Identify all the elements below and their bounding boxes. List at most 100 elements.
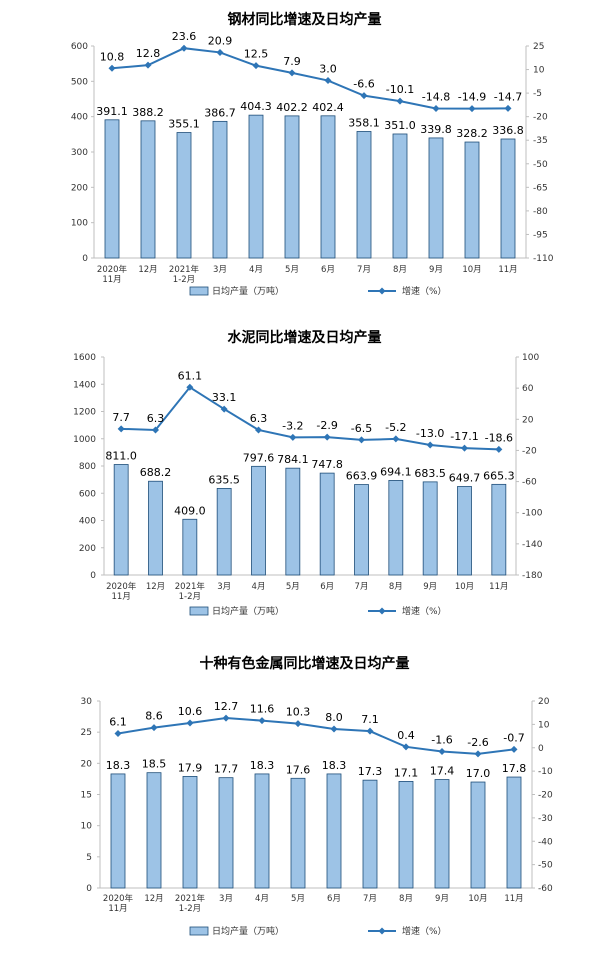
- left-tick-label: 400: [71, 113, 88, 123]
- bar: [251, 465, 266, 576]
- right-tick-label: -10: [538, 767, 553, 777]
- bar-value-label: 18.5: [142, 758, 167, 771]
- line-value-label: 10.8: [100, 50, 125, 63]
- line-point: [222, 714, 230, 722]
- category-label: 5月: [291, 894, 305, 904]
- bar: [362, 779, 378, 889]
- bar: [284, 115, 300, 259]
- line-value-label: 0.4: [397, 729, 415, 742]
- line-value-label: 10.6: [178, 705, 203, 718]
- category-label: 12月: [146, 582, 165, 592]
- line-point: [358, 436, 365, 444]
- left-tick-label: 15: [81, 791, 92, 801]
- bar: [140, 120, 156, 259]
- bar: [422, 481, 438, 576]
- right-tick-label: -35: [533, 136, 548, 146]
- line-value-label: 61.1: [178, 369, 203, 382]
- line-value-label: 8.0: [325, 711, 343, 724]
- left-tick-label: 0: [90, 571, 96, 581]
- right-tick-label: 25: [533, 42, 544, 52]
- bar: [176, 132, 192, 259]
- bar: [428, 137, 444, 259]
- bar-value-label: 391.1: [96, 105, 128, 118]
- bar-value-label: 402.4: [312, 101, 344, 114]
- legend-line-label: 增速（%）: [402, 925, 447, 937]
- left-tick-label: 600: [79, 489, 96, 499]
- category-label: 10月: [462, 265, 481, 275]
- legend-line-label: 增速（%）: [402, 285, 447, 297]
- bar-value-label: 683.5: [414, 467, 446, 480]
- category-label: 11月: [489, 582, 508, 592]
- left-tick-label: 1600: [73, 353, 96, 363]
- bar: [470, 781, 486, 889]
- line-value-label: 12.7: [214, 700, 239, 713]
- bar: [434, 779, 450, 889]
- line-point: [461, 444, 468, 452]
- category-label: 12月: [144, 894, 163, 904]
- line-value-label: -14.9: [458, 91, 486, 104]
- right-tick-label: 20: [522, 415, 534, 425]
- left-tick-label: 0: [86, 884, 92, 894]
- right-tick-label: 10: [533, 66, 545, 76]
- left-tick-label: 100: [71, 219, 88, 229]
- category-label: 6月: [320, 582, 334, 592]
- category-label: 5月: [285, 265, 299, 275]
- line-value-label: -10.1: [386, 83, 414, 96]
- bar-value-label: 404.3: [240, 100, 272, 113]
- category-label: 11月: [504, 894, 523, 904]
- bar: [216, 488, 232, 576]
- line-point: [360, 92, 368, 100]
- left-tick-label: 200: [71, 183, 88, 193]
- legend: 日均产量（万吨） 增速（%）: [189, 925, 447, 937]
- category-label: 10月: [468, 894, 487, 904]
- category-label: 4月: [249, 265, 263, 275]
- right-tick-label: 60: [522, 384, 534, 394]
- line-point: [392, 435, 400, 443]
- line-point: [323, 433, 331, 441]
- right-tick-label: -60: [538, 884, 553, 894]
- category-label: 12月: [138, 265, 157, 275]
- growth-line: [111, 47, 509, 110]
- line-value-label: 20.9: [208, 34, 233, 47]
- bar-value-label: 18.3: [322, 759, 347, 772]
- line-point: [288, 69, 296, 77]
- left-tick-label: 800: [79, 462, 96, 472]
- left-tick-label: 1000: [73, 435, 96, 445]
- right-tick-label: 10: [538, 720, 550, 730]
- bar: [254, 773, 270, 889]
- line-point: [426, 441, 434, 449]
- line-point: [289, 433, 297, 441]
- line-value-label: -5.2: [385, 421, 406, 434]
- line-point: [330, 725, 338, 733]
- bar: [212, 120, 228, 259]
- right-tick-label: -20: [533, 113, 548, 123]
- bar-value-label: 694.1: [380, 465, 412, 478]
- bar: [182, 776, 198, 889]
- bar: [326, 773, 342, 889]
- bar-value-label: 747.8: [311, 458, 343, 471]
- line-value-label: 12.5: [244, 48, 269, 61]
- category-label: 6月: [321, 265, 335, 275]
- left-tick-label: 30: [81, 697, 93, 707]
- line-point: [152, 426, 159, 434]
- right-tick-label: -50: [538, 861, 553, 871]
- category-label: 5月: [286, 582, 300, 592]
- bar: [110, 773, 126, 889]
- steel-chart: 钢材同比增速及日均产量 0 100 200 300 400 500 600 -110 -95 -80…: [71, 11, 554, 297]
- line-value-label: 33.1: [212, 391, 237, 404]
- bar-value-label: 17.7: [214, 763, 239, 776]
- chart-title: 十种有色金属同比增速及日均产量: [200, 655, 410, 672]
- right-tick-label: -80: [533, 207, 548, 217]
- right-tick-label: -100: [522, 509, 543, 519]
- line-point: [510, 745, 518, 753]
- bar-value-label: 17.0: [466, 767, 491, 780]
- line-point: [108, 64, 116, 72]
- left-tick-label: 200: [79, 544, 96, 554]
- nonferrous-metals-chart: 十种有色金属同比增速及日均产量 0 5 10 15 20 25 30 -60 -50 -40 -30 -…: [81, 655, 553, 937]
- legend-bar-swatch: [189, 926, 209, 936]
- line-value-label: -17.1: [450, 430, 478, 443]
- line-point: [495, 445, 503, 453]
- line-value-label: 6.3: [147, 412, 165, 425]
- line-point: [117, 425, 125, 433]
- line-point: [180, 44, 188, 52]
